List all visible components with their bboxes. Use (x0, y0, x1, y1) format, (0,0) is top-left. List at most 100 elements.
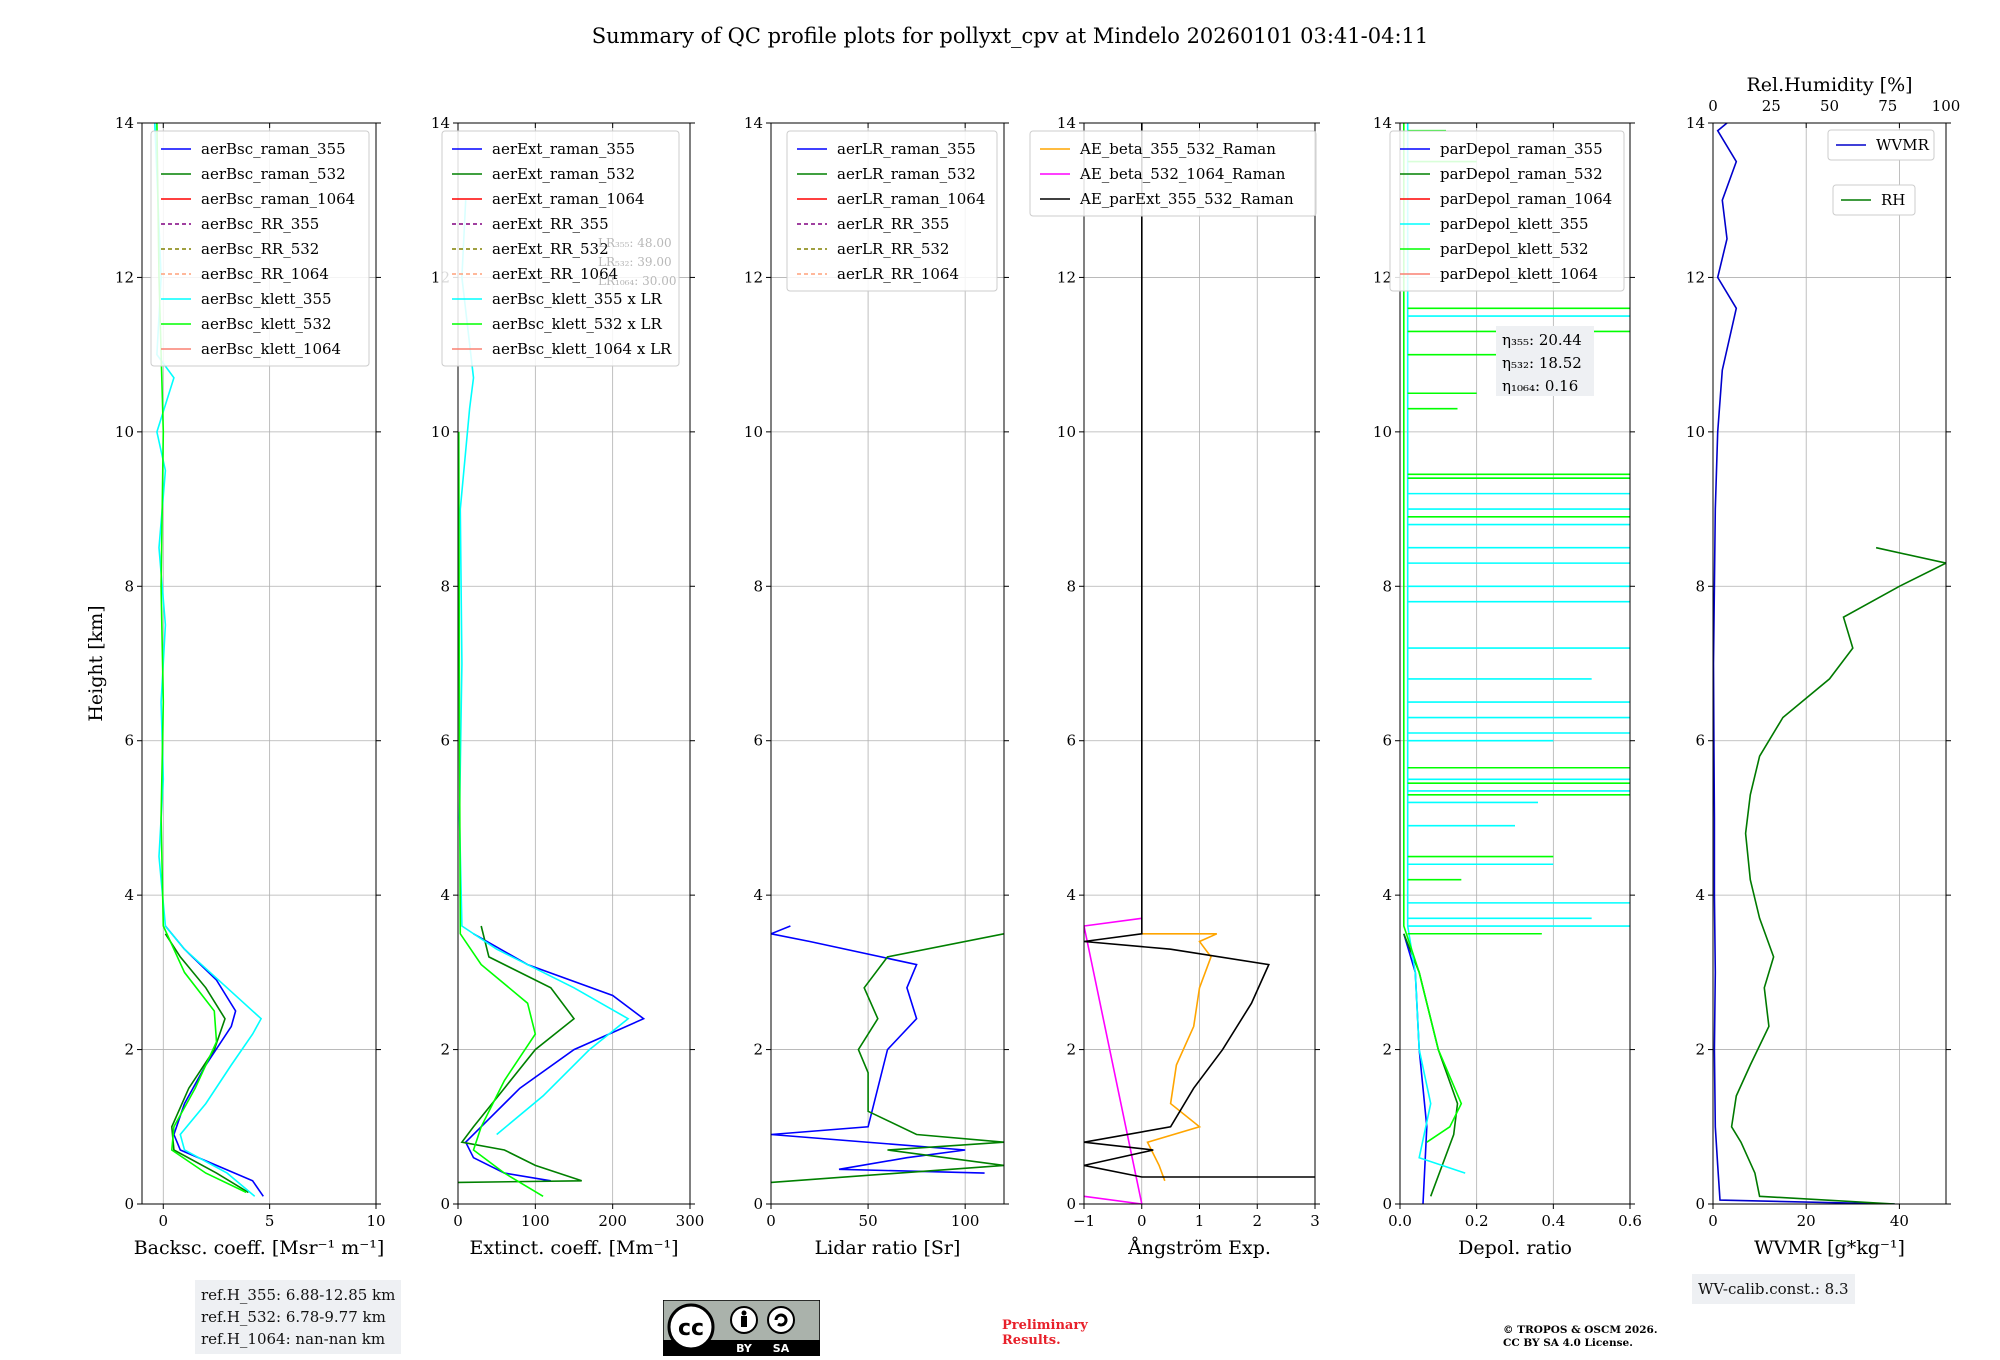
y-tick-label: 6 (1066, 732, 1076, 750)
legend-label: aerBsc_RR_355 (201, 215, 319, 233)
series-line-aerExt_raman_355 (464, 933, 646, 1182)
y-tick-label: 4 (1066, 886, 1076, 904)
series-line-aerExt_raman_532 (458, 925, 582, 1184)
wv-calib-const: WV-calib.const.: 8.3 (1698, 1280, 1849, 1298)
y-tick-label: 4 (1695, 886, 1705, 904)
figure-title: Summary of QC profile plots for pollyxt_… (592, 24, 1429, 48)
legend-wvmr-label: WVMR (1876, 136, 1930, 154)
legend-label: aerBsc_RR_1064 (201, 265, 329, 283)
lr-annotation: LR₅₃₂: 39.00 (598, 255, 672, 269)
legend-frame (1389, 130, 1625, 292)
y-tick-label: 4 (1382, 886, 1392, 904)
y-tick-label: 12 (744, 268, 763, 286)
eta-annotation: η₁₀₆₄: 0.16 (1502, 377, 1578, 395)
y-tick-label: 14 (431, 114, 450, 132)
series-line-AE_beta_532_1064_Raman (1084, 917, 1143, 1204)
y-tick-label: 8 (440, 577, 450, 595)
x-tick-label: 0.0 (1388, 1212, 1412, 1230)
y-tick-label: 0 (440, 1195, 450, 1213)
subplot-6: 0 20 40 0 2 4 6 8 10 12 14 WVMR [g*kg⁻¹] 0 25 50 75 100 R… (1686, 74, 1960, 1259)
series-line-parDepol_klett_532 (1403, 123, 1463, 1143)
series-line-RH (1730, 546, 1946, 1204)
legend-label: aerBsc_raman_532 (201, 165, 346, 183)
legend-label: aerLR_RR_1064 (837, 265, 959, 283)
legend-label: aerBsc_klett_1064 (201, 340, 341, 358)
legend-rh-frame (1832, 184, 1916, 216)
copyright-note: © TROPOS & OSCM 2026. CC BY SA 4.0 Licen… (1503, 1324, 1658, 1350)
x2-tick-label: 25 (1762, 97, 1781, 115)
subplot-5: 0.0 0.2 0.4 0.6 0 2 4 6 8 10 12 14 Depol. ratio parDe… (1373, 114, 1642, 1259)
x-tick-label: 0 (1137, 1212, 1147, 1230)
copyright-line-1: © TROPOS & OSCM 2026. (1503, 1324, 1658, 1336)
legend-label: aerLR_raman_355 (837, 140, 976, 158)
legend: aerExt_raman_355 aerExt_raman_532 aerExt_r… (441, 130, 680, 367)
y-tick-label: 8 (1382, 577, 1392, 595)
x-tick-label: 0 (1708, 1212, 1718, 1230)
legend-rh-label: RH (1881, 191, 1905, 209)
eta-box (1496, 326, 1594, 396)
x2-axis-label: Rel.Humidity [%] (1746, 74, 1912, 96)
legend-label: aerBsc_klett_532 x LR (492, 315, 663, 333)
legend-label: AE_parExt_355_532_Raman (1079, 190, 1294, 208)
sa-share-icon (767, 1306, 795, 1334)
y-tick-label: 6 (1382, 732, 1392, 750)
preliminary-results-note: Preliminary Results. (1002, 1318, 1088, 1348)
legend-label: aerLR_raman_1064 (837, 190, 985, 208)
legend-frame (1029, 130, 1317, 217)
legend-label: AE_beta_532_1064_Raman (1079, 165, 1286, 183)
legend-label: aerBsc_klett_1064 x LR (492, 340, 672, 358)
x-tick-label: 100 (521, 1212, 550, 1230)
y-tick-label: 14 (115, 114, 134, 132)
x-tick-label: 5 (265, 1212, 275, 1230)
x-axis-label: WVMR [g*kg⁻¹] (1754, 1237, 1905, 1259)
y-tick-label: 12 (115, 268, 134, 286)
series-line-aerLR_raman_532 (771, 933, 1004, 1184)
x-tick-label: 20 (1797, 1212, 1816, 1230)
legend-frame (441, 130, 680, 367)
preliminary-line-2: Results. (1002, 1333, 1061, 1348)
legend-label: parDepol_raman_532 (1440, 165, 1603, 183)
y-tick-label: 8 (753, 577, 763, 595)
x-tick-label: 100 (951, 1212, 980, 1230)
legend: aerBsc_raman_355 aerBsc_raman_532 aerBsc_r… (150, 130, 370, 367)
ref-height-1064: ref.H_1064: nan-nan km (201, 1330, 386, 1348)
x-tick-label: 40 (1890, 1212, 1909, 1230)
x-tick-label: 0 (453, 1212, 463, 1230)
y-tick-label: 14 (744, 114, 763, 132)
legend-label: aerExt_raman_1064 (492, 190, 645, 208)
series-line-aerBsc_raman_355 (164, 925, 264, 1197)
x-axis-label: Backsc. coeff. [Msr⁻¹ m⁻¹] (134, 1237, 385, 1259)
y-tick-label: 2 (124, 1041, 134, 1059)
sa-label: SA (773, 1342, 790, 1355)
legend-label: AE_beta_355_532_Raman (1079, 140, 1276, 158)
x-tick-label: 200 (598, 1212, 627, 1230)
y-tick-label: 12 (1057, 268, 1076, 286)
legend-label: aerBsc_raman_355 (201, 140, 346, 158)
legend-label: aerLR_RR_355 (837, 215, 949, 233)
legend-label: parDepol_klett_1064 (1440, 265, 1598, 283)
wv-calib-box: WV-calib.const.: 8.3 (1692, 1274, 1855, 1304)
y-tick-label: 10 (1057, 423, 1076, 441)
legend-label: aerBsc_klett_355 x LR (492, 290, 663, 308)
y-tick-label: 10 (115, 423, 134, 441)
y-tick-label: 8 (1066, 577, 1076, 595)
legend: AE_beta_355_532_Raman AE_beta_532_1064_Ra… (1029, 130, 1317, 217)
x-axis-label: Depol. ratio (1458, 1237, 1572, 1259)
legend-label: parDepol_raman_1064 (1440, 190, 1612, 208)
legend-label: aerBsc_RR_532 (201, 240, 319, 258)
x2-tick-label: 0 (1708, 97, 1718, 115)
legend-label: aerBsc_raman_1064 (201, 190, 355, 208)
legend-label: aerBsc_klett_532 (201, 315, 332, 333)
axes-frame (1712, 122, 1947, 1205)
y-tick-label: 2 (1066, 1041, 1076, 1059)
copyright-line-2: CC BY SA 4.0 License. (1503, 1337, 1633, 1349)
series-line-parDepol_raman_532 (1403, 933, 1459, 1197)
x-tick-label: 0.6 (1618, 1212, 1642, 1230)
legend-wvmr-frame (1827, 129, 1935, 161)
subplot-3: 0 50 100 0 2 4 6 8 10 12 14 Lidar ratio [Sr] aerLR_r… (744, 114, 1009, 1259)
ref-height-532: ref.H_532: 6.78-9.77 km (201, 1308, 386, 1326)
legend-label: aerExt_RR_1064 (492, 265, 618, 283)
y-tick-label: 8 (1695, 577, 1705, 595)
